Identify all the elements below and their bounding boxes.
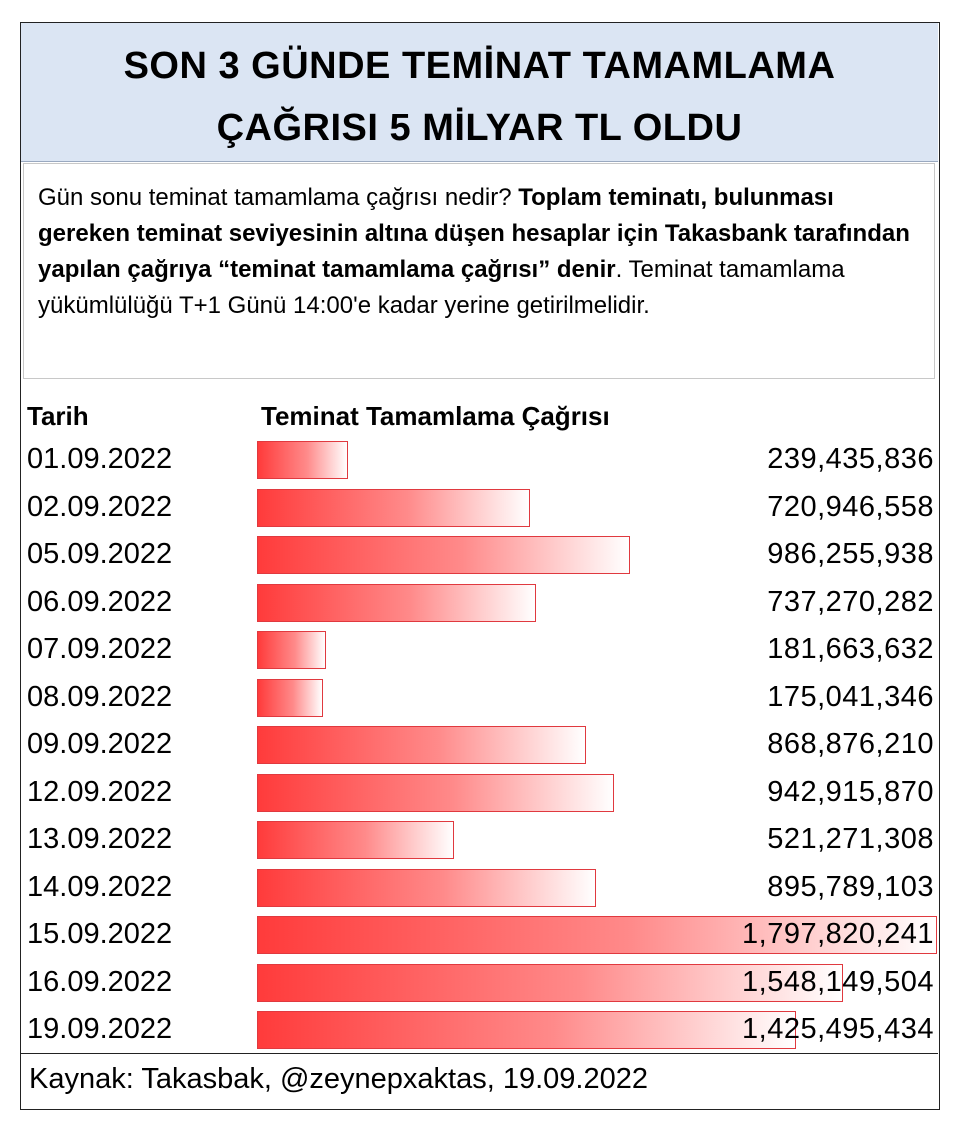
row-date: 19.09.2022 bbox=[27, 1013, 173, 1045]
table-row: 07.09.2022 181,663,632 bbox=[21, 627, 938, 674]
table-row: 05.09.2022 986,255,938 bbox=[21, 532, 938, 579]
value-bar bbox=[257, 1011, 796, 1049]
value-bar bbox=[257, 916, 937, 954]
source-footer: Kaynak: Takasbak, @zeynepxaktas, 19.09.2… bbox=[29, 1063, 648, 1095]
row-value: 239,435,836 bbox=[767, 443, 934, 475]
row-date: 07.09.2022 bbox=[27, 633, 173, 665]
row-value: 1,548,149,504 bbox=[742, 965, 934, 998]
footer-divider bbox=[21, 1053, 938, 1054]
value-bar bbox=[257, 441, 348, 479]
value-bar bbox=[257, 583, 536, 622]
value-bar bbox=[257, 963, 843, 1002]
row-value: 986,255,938 bbox=[767, 538, 934, 570]
row-date: 14.09.2022 bbox=[27, 870, 173, 903]
row-value: 895,789,103 bbox=[767, 870, 934, 903]
value-bar bbox=[257, 488, 530, 527]
row-date: 02.09.2022 bbox=[27, 490, 173, 523]
table-row: 09.09.2022 868,876,210 bbox=[21, 722, 938, 769]
row-value: 720,946,558 bbox=[767, 490, 934, 523]
row-date: 01.09.2022 bbox=[27, 443, 173, 475]
value-bar bbox=[257, 868, 596, 907]
value-column-header: Teminat Tamamlama Çağrısı bbox=[261, 401, 610, 431]
value-bar bbox=[257, 631, 326, 669]
title-line-2: ÇAĞRISI 5 MİLYAR TL OLDU bbox=[216, 107, 743, 149]
row-value: 942,915,870 bbox=[767, 775, 934, 808]
title-box: SON 3 GÜNDE TEMİNAT TAMAMLAMA ÇAĞRISI 5 … bbox=[21, 23, 938, 162]
value-bar bbox=[257, 773, 614, 812]
row-date: 13.09.2022 bbox=[27, 823, 173, 855]
row-date: 09.09.2022 bbox=[27, 728, 173, 760]
row-value: 737,270,282 bbox=[767, 585, 934, 618]
value-bar bbox=[257, 678, 323, 717]
table-row: 13.09.2022 521,271,308 bbox=[21, 817, 938, 864]
table-row: 08.09.2022 175,041,346 bbox=[21, 675, 938, 722]
row-date: 05.09.2022 bbox=[27, 538, 173, 570]
description-rest: . Teminat tamamlama yükümlülüğü T+1 Günü… bbox=[38, 256, 845, 319]
row-value: 181,663,632 bbox=[767, 633, 934, 665]
row-value: 1,797,820,241 bbox=[742, 918, 934, 950]
row-value: 868,876,210 bbox=[767, 728, 934, 760]
description-box: Gün sonu teminat tamamlama çağrısı nedir… bbox=[23, 163, 935, 379]
row-date: 06.09.2022 bbox=[27, 585, 173, 618]
table-row: 01.09.2022 239,435,836 bbox=[21, 437, 938, 484]
infographic-frame: SON 3 GÜNDE TEMİNAT TAMAMLAMA ÇAĞRISI 5 … bbox=[20, 22, 940, 1110]
row-date: 12.09.2022 bbox=[27, 775, 173, 808]
description-definition: Toplam teminatı, bulunması gereken temin… bbox=[38, 184, 910, 283]
row-date: 08.09.2022 bbox=[27, 680, 173, 713]
row-date: 15.09.2022 bbox=[27, 918, 173, 950]
table-row: 19.09.2022 1,425,495,434 bbox=[21, 1007, 938, 1054]
table-row: 14.09.2022 895,789,103 bbox=[21, 865, 938, 912]
row-value: 521,271,308 bbox=[767, 823, 934, 855]
value-bar bbox=[257, 536, 630, 574]
row-value: 1,425,495,434 bbox=[742, 1013, 934, 1045]
date-column-header: Tarih bbox=[27, 401, 89, 431]
description-question: Gün sonu teminat tamamlama çağrısı nedir… bbox=[38, 184, 519, 211]
table-row: 16.09.2022 1,548,149,504 bbox=[21, 960, 938, 1007]
title-line-1: SON 3 GÜNDE TEMİNAT TAMAMLAMA bbox=[123, 45, 836, 87]
row-value: 175,041,346 bbox=[767, 680, 934, 713]
table-row: 12.09.2022 942,915,870 bbox=[21, 770, 938, 817]
row-date: 16.09.2022 bbox=[27, 965, 173, 998]
table-row: 02.09.2022 720,946,558 bbox=[21, 485, 938, 532]
table-row: 06.09.2022 737,270,282 bbox=[21, 580, 938, 627]
value-bar bbox=[257, 726, 586, 764]
table-row: 15.09.2022 1,797,820,241 bbox=[21, 912, 938, 959]
value-bar bbox=[257, 821, 454, 859]
